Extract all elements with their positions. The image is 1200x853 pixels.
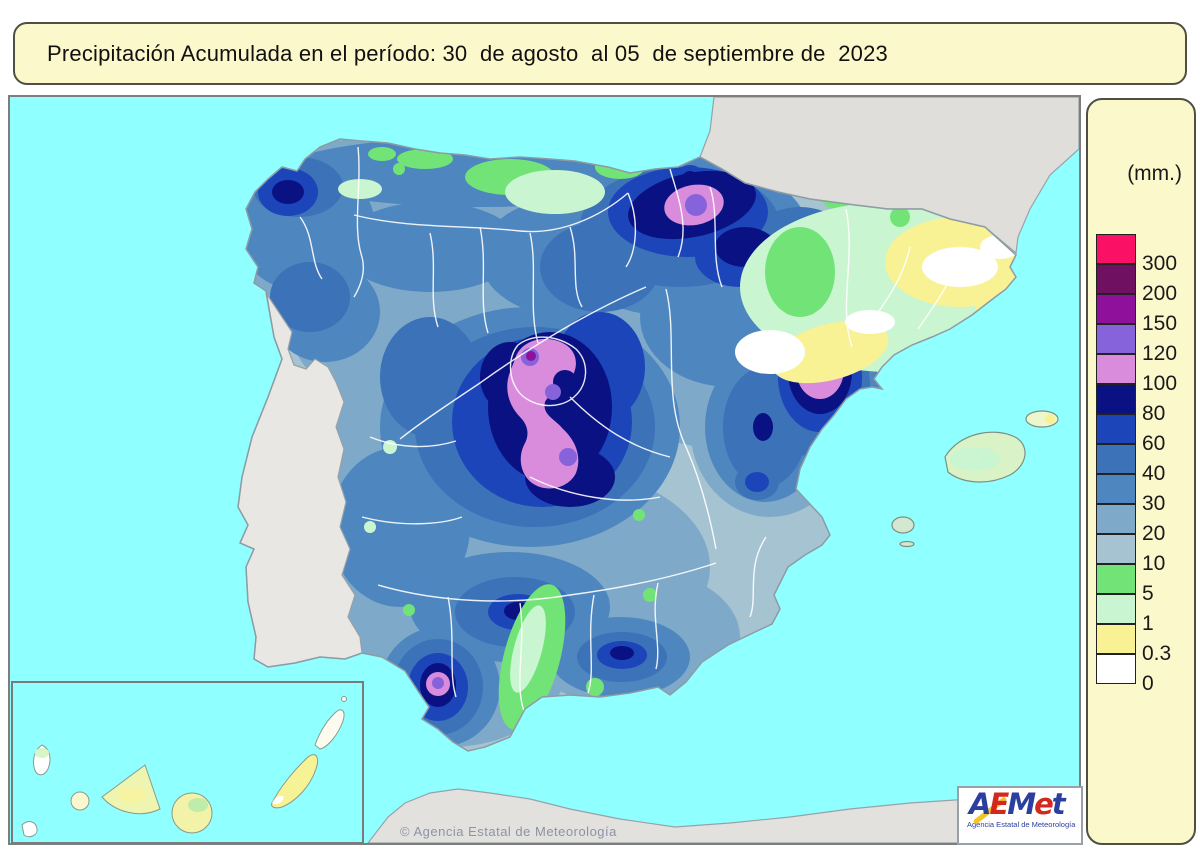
legend-color-swatch	[1096, 264, 1136, 294]
legend-entry: 0	[1096, 654, 1154, 695]
legend-entry: 40	[1096, 444, 1165, 485]
logo-letter: E	[989, 787, 1009, 821]
legend-color-swatch	[1096, 234, 1136, 264]
legend-entry: 20	[1096, 504, 1165, 545]
legend-entry: 30	[1096, 474, 1165, 515]
legend-value-label: 120	[1142, 342, 1178, 365]
canary-islands-inset	[11, 681, 364, 843]
aemet-logo-subtitle: Agencia Estatal de Meteorología	[967, 820, 1076, 829]
legend-color-swatch	[1096, 564, 1136, 594]
logo-letter: A	[969, 787, 991, 821]
legend-entry: 0.3	[1096, 624, 1171, 665]
legend-scale: 300 200 150 120 100 80 60 40 30 20 10 5 1 0.3 0	[1096, 234, 1177, 695]
aemet-logo: AEMet Agencia Estatal de Meteorología	[957, 786, 1083, 845]
legend-color-swatch	[1096, 594, 1136, 624]
spain-precipitation-map-svg	[10, 97, 1079, 843]
legend-value-label: 0	[1142, 672, 1154, 695]
legend-entry: 150	[1096, 294, 1177, 335]
legend-value-label: 300	[1142, 252, 1178, 275]
legend-color-swatch	[1096, 324, 1136, 354]
legend-color-swatch	[1096, 414, 1136, 444]
legend-value-label: 100	[1142, 372, 1178, 395]
legend-value-label: 200	[1142, 282, 1178, 305]
legend-entry: 300	[1096, 234, 1177, 275]
legend-color-swatch	[1096, 504, 1136, 534]
legend-color-swatch	[1096, 654, 1136, 684]
copyright-note: © Agencia Estatal de Meteorología	[400, 824, 617, 839]
legend-entry: 80	[1096, 384, 1165, 425]
legend-color-swatch	[1096, 294, 1136, 324]
legend-color-swatch	[1096, 474, 1136, 504]
legend-value-label: 30	[1142, 492, 1166, 515]
logo-letter: t	[1051, 787, 1066, 821]
logo-letter: e	[1034, 787, 1054, 821]
legend-unit-label: (mm.)	[1127, 162, 1182, 185]
legend-entry: 120	[1096, 324, 1177, 365]
legend-value-label: 20	[1142, 522, 1166, 545]
legend-entry: 60	[1096, 414, 1165, 455]
page-title: Precipitación Acumulada en el período: 3…	[47, 40, 888, 66]
legend-entry: 100	[1096, 354, 1177, 395]
legend-color-swatch	[1096, 624, 1136, 654]
title-bar: Precipitación Acumulada en el período: 3…	[13, 22, 1187, 85]
legend-value-label: 5	[1142, 582, 1154, 605]
legend-value-label: 40	[1142, 462, 1166, 485]
legend-value-label: 1	[1142, 612, 1154, 635]
legend-color-swatch	[1096, 354, 1136, 384]
province-boundaries	[299, 146, 961, 712]
legend-value-label: 60	[1142, 432, 1166, 455]
legend-panel: (mm.) 300 200 150 120 100 80 60 40 30 20 10 5 1 0.3 0	[1086, 98, 1196, 845]
map-panel: © Agencia Estatal de Meteorología AEMet …	[8, 95, 1083, 845]
logo-letter: M	[1007, 787, 1036, 821]
legend-color-swatch	[1096, 384, 1136, 414]
legend-value-label: 150	[1142, 312, 1178, 335]
legend-entry: 1	[1096, 594, 1154, 635]
coastline	[237, 138, 1017, 752]
legend-value-label: 10	[1142, 552, 1166, 575]
legend-entry: 10	[1096, 534, 1165, 575]
legend-color-swatch	[1096, 444, 1136, 474]
balearic-islands	[891, 410, 1059, 548]
aemet-wordmark: AEMet	[969, 787, 1081, 825]
legend-entry: 200	[1096, 264, 1177, 305]
legend-entry: 5	[1096, 564, 1154, 605]
legend-value-label: 0.3	[1142, 642, 1172, 665]
legend-color-swatch	[1096, 534, 1136, 564]
legend-value-label: 80	[1142, 402, 1166, 425]
